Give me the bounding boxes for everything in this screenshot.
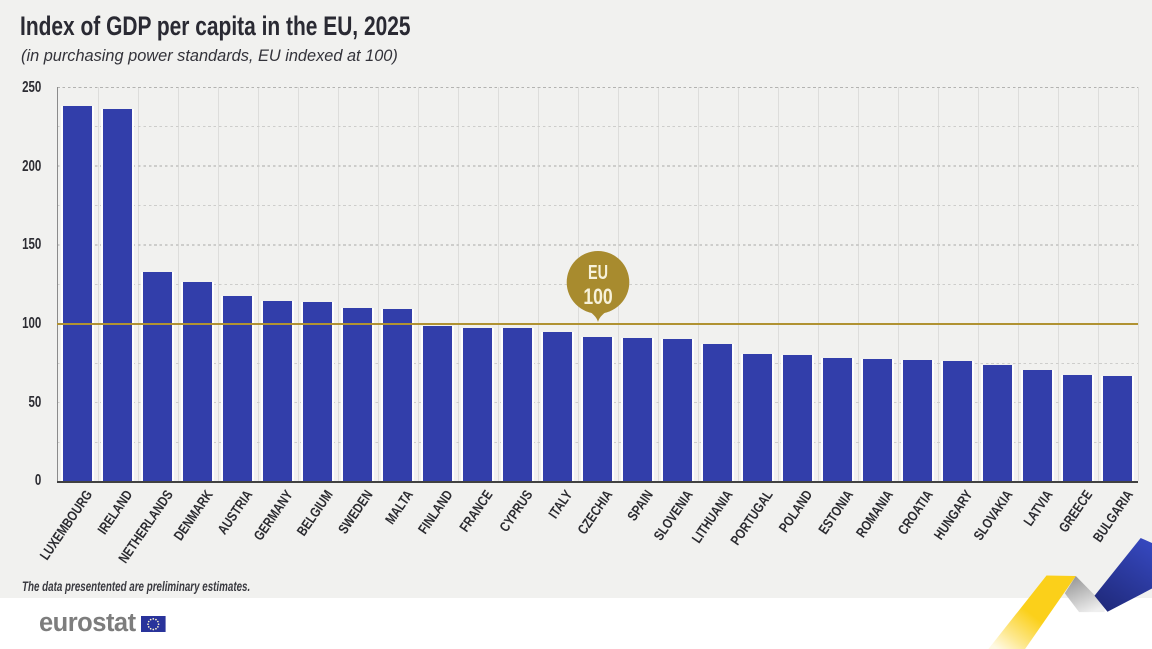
svg-text:EU: EU xyxy=(588,261,608,284)
svg-text:100: 100 xyxy=(583,285,612,309)
